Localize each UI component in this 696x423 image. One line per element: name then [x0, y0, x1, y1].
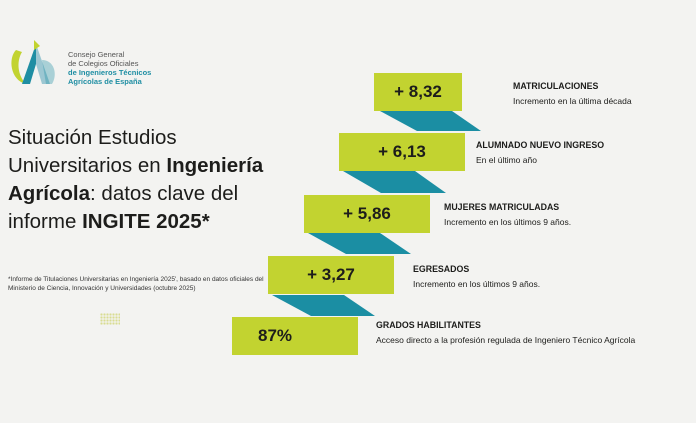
stat-value-grados: 87%	[232, 317, 358, 355]
page-title: Situación Estudios Universitarios en Ing…	[8, 124, 268, 236]
title-part-2: Ingeniería Agrícola	[8, 154, 264, 205]
stat-title: ALUMNADO NUEVO INGRESO	[476, 140, 605, 150]
stat-desc: Acceso directo a la profesión regulada d…	[376, 334, 636, 345]
org-line-4: Agrícolas de España	[68, 77, 142, 86]
stat-label-matriculaciones: MATRICULACIONES Incremento en la última …	[513, 81, 688, 106]
title-part-1: Situación Estudios Universitarios en	[8, 126, 177, 177]
stat-value-matriculaciones: + 8,32	[374, 73, 462, 111]
stat-label-egresados: EGRESADOS Incremento en los últimos 9 añ…	[413, 264, 648, 289]
footnote: *Informe de Titulaciones Universitarias …	[8, 276, 264, 292]
organization-name: Consejo General de Colegios Oficiales de…	[68, 50, 151, 86]
stat-desc: Incremento en los últimos 9 años.	[413, 278, 541, 289]
stat-value-egresados: + 3,27	[268, 256, 394, 294]
title-part-4: INGITE 2025*	[82, 210, 210, 233]
logo-icon	[11, 40, 55, 84]
stat-title: GRADOS HABILITANTES	[376, 320, 481, 330]
org-line-2: de Colegios Oficiales	[68, 59, 139, 68]
org-line-3: de Ingenieros Técnicos	[68, 68, 152, 77]
stat-value-mujeres: + 5,86	[304, 195, 430, 233]
stat-label-grados: GRADOS HABILITANTES Acceso directo a la …	[376, 320, 666, 345]
stat-label-nuevo-ingreso: ALUMNADO NUEVO INGRESO En el último año	[476, 140, 681, 165]
stat-desc: Incremento en los últimos 9 años.	[444, 216, 572, 227]
stat-title: EGRESADOS	[413, 264, 470, 274]
stat-desc: Incremento en la última década	[513, 95, 632, 106]
stat-value-nuevo-ingreso: + 6,13	[339, 133, 465, 171]
stat-title: MUJERES MATRICULADAS	[444, 202, 560, 212]
title-part-3: : datos clave del informe	[8, 182, 239, 233]
stat-title: MATRICULACIONES	[513, 81, 599, 91]
stat-label-mujeres: MUJERES MATRICULADAS Incremento en los ú…	[444, 202, 679, 227]
stat-desc: En el último año	[476, 154, 537, 165]
dot-pattern	[100, 313, 120, 325]
org-line-1: Consejo General	[68, 50, 125, 59]
